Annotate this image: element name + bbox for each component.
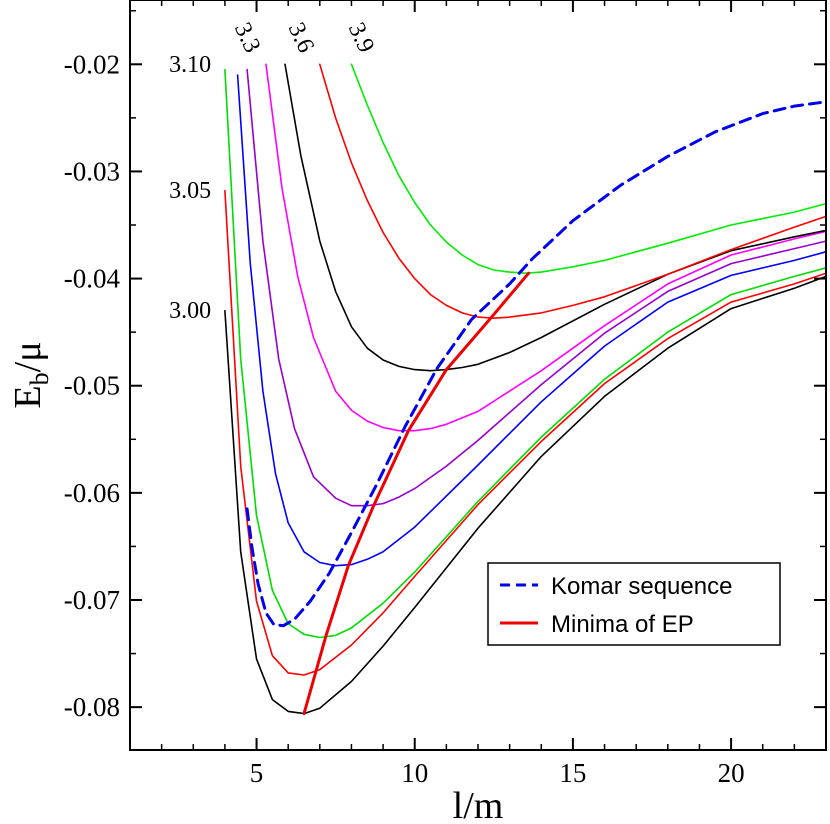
series-line-3-8: [319, 63, 826, 319]
x-tick-label: 10: [401, 758, 428, 788]
series-line-3-6: [284, 63, 826, 372]
y-axis-title-sub: b: [25, 372, 54, 385]
series-line-komar-sequence: [245, 100, 826, 628]
legend-box: [487, 562, 781, 646]
y-axis-title: Eb/μ: [7, 341, 54, 408]
series-line-3-04: [224, 68, 826, 639]
series-line-3-2: [236, 74, 826, 567]
curve-annotation: 3.00: [169, 298, 211, 324]
curve-annotation: 3.10: [169, 52, 211, 78]
series-line-3-00: [224, 275, 826, 715]
x-axis-title: l/m: [453, 785, 504, 824]
series-line-3-9: [350, 63, 826, 274]
y-axis-title-main: E: [7, 385, 49, 408]
curve-annotation: 3.05: [169, 178, 211, 204]
y-tick-label: -0.06: [64, 478, 120, 508]
y-tick-label: -0.03: [64, 156, 120, 186]
y-tick-label: -0.02: [64, 49, 120, 79]
y-tick-label: -0.05: [64, 371, 120, 401]
legend-label: Minima of EP: [551, 611, 694, 638]
series-line-3-3: [246, 68, 826, 507]
series-line-3-02: [224, 189, 826, 676]
series-line-minima-of-ep: [302, 271, 531, 716]
y-axis-title-tail: /μ: [7, 341, 49, 372]
series-line-3-5: [265, 63, 826, 432]
curve-annotation: 3.3: [229, 19, 265, 57]
y-tick-label: -0.07: [64, 585, 120, 615]
curve-annotation: 3.6: [283, 19, 319, 57]
x-tick-label: 15: [559, 758, 586, 788]
y-tick-label: -0.04: [64, 264, 121, 294]
legend-label: Komar sequence: [551, 573, 732, 600]
x-tick-label: 20: [718, 758, 745, 788]
y-tick-label: -0.08: [64, 692, 120, 722]
x-tick-label: 5: [250, 758, 264, 788]
curve-annotation: 3.9: [343, 19, 379, 57]
